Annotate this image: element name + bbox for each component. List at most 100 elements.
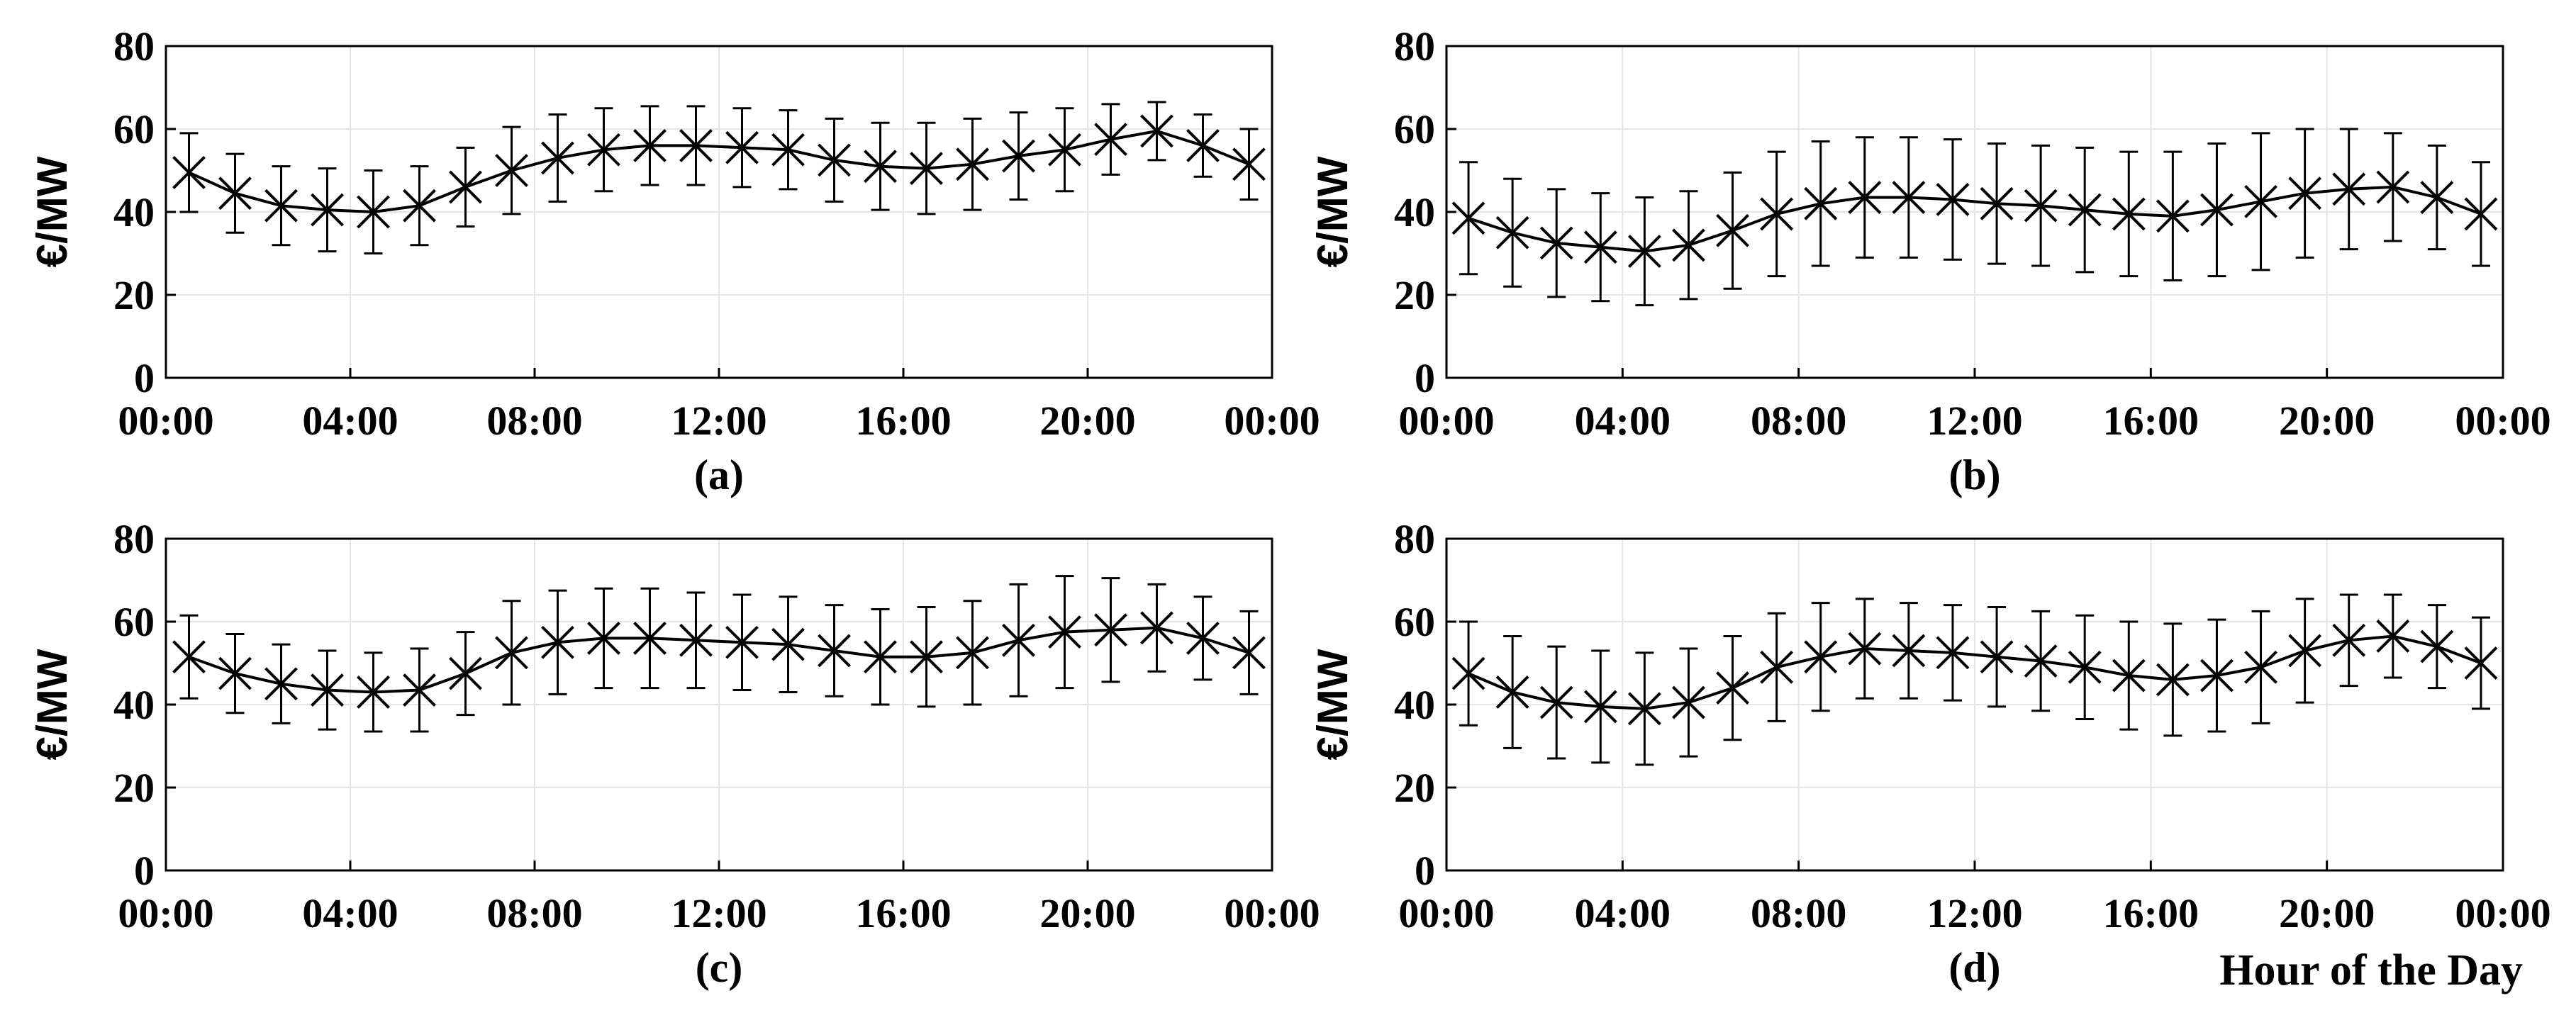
y-tick-label: 40 [113,189,155,235]
marker-stroke [1627,692,1661,726]
x-tick-label: 12:00 [1927,890,2022,936]
marker-stroke [1495,215,1529,250]
data-point-marker [1936,183,1970,216]
data-point-marker [679,623,713,657]
y-tick-label: 0 [134,355,155,401]
marker-stroke [1232,147,1266,181]
data-point-marker [1848,632,1882,666]
series-mean-line [188,129,1250,214]
marker-stroke [218,656,252,690]
marker-stroke [2112,197,2146,231]
y-axis-label: €/MW [1309,156,1356,267]
data-point-marker [1186,128,1220,162]
marker-stroke [2288,634,2322,668]
y-tick-label: 20 [113,765,155,811]
data-point-marker [1716,671,1749,705]
marker-stroke [2244,650,2277,684]
marker-stroke [2200,658,2234,693]
marker-stroke [1002,139,1035,173]
data-point-marker [2332,623,2366,657]
data-point-marker [403,673,436,707]
marker-stroke [1804,640,1838,674]
marker-stroke [2288,176,2322,211]
panel-label: (a) [694,452,744,498]
x-tick-label: 20:00 [1039,398,1135,444]
x-tick-label: 16:00 [855,398,951,444]
chart-panel-3: 0 20 40 60 80 00:00 04:00 08:00 12:00 16:00 20:00 0… [28,516,1320,991]
x-tick-label: 00:00 [118,398,213,444]
data-point-marker [2420,629,2454,663]
data-point-marker [1539,685,1573,719]
data-point-marker [2112,658,2146,693]
marker-stroke [587,621,620,655]
x-tick-label: 00:00 [1398,398,1494,444]
marker-stroke [725,130,759,164]
x-axis-title: Hour of the Day [2219,946,2523,994]
x-tick-label: 16:00 [2103,890,2199,936]
x-tick-label: 00:00 [2455,890,2550,936]
y-tick-label: 80 [113,516,155,562]
marker-stroke [2024,644,2058,678]
data-point-marker [2464,197,2498,231]
data-point-marker [910,152,943,185]
marker-stroke [1672,228,1705,262]
data-point-marker [1980,186,2014,220]
panel-label: (b) [1948,452,2000,498]
marker-stroke [1140,611,1173,645]
data-point-marker [633,621,667,655]
marker-stroke [2068,193,2102,227]
marker-stroke [218,176,252,211]
marker-stroke [1186,621,1220,655]
data-point-marker [2200,658,2234,693]
y-tick-label: 80 [1394,23,1435,69]
x-tick-label: 04:00 [302,890,398,936]
marker-stroke [1094,123,1127,157]
marker-stroke [2376,620,2410,653]
marker-stroke [264,189,298,223]
data-point-marker [403,189,436,223]
data-point-marker [1848,181,1882,214]
y-tick-label: 60 [113,106,155,152]
data-point-marker [264,667,298,701]
marker-stroke [2376,170,2410,204]
marker-stroke [1186,128,1220,162]
marker-stroke [1539,226,1573,260]
y-tick-label: 0 [1415,848,1435,894]
data-point-marker [910,640,943,674]
marker-stroke [1716,213,1749,247]
marker-stroke [2200,193,2234,227]
data-point-marker [2024,189,2058,223]
marker-stroke [2244,184,2277,218]
marker-stroke [311,673,344,707]
x-tick-label: 16:00 [2103,398,2199,444]
x-tick-label: 16:00 [855,890,951,936]
x-tick-label: 00:00 [118,890,213,936]
marker-stroke [357,676,390,709]
data-point-marker [1672,685,1705,719]
data-point-marker [2420,181,2454,214]
series-mean-line [188,626,1250,694]
marker-stroke [2024,189,2058,223]
data-point-marker [1232,147,1266,181]
marker-stroke [771,133,805,167]
data-point-marker [1495,676,1529,709]
data-point-marker [1094,123,1127,157]
series-mean-line [1468,634,2482,710]
marker-stroke [1002,623,1035,657]
data-point-marker [1495,215,1529,250]
marker-stroke [1583,230,1617,264]
marker-stroke [357,195,390,229]
data-point-marker [172,156,206,189]
marker-stroke [864,640,897,674]
marker-stroke [1892,634,1926,668]
chart-panel-2: 0 20 40 60 80 00:00 04:00 08:00 12:00 16:00 20:00 0… [1309,23,2551,498]
marker-stroke [910,152,943,185]
data-point-marker [2068,650,2102,684]
data-point-marker [172,640,206,674]
data-point-marker [956,147,989,181]
marker-stroke [449,656,482,690]
data-point-marker [818,634,851,668]
data-point-marker [1094,613,1127,647]
data-point-marker [864,640,897,674]
data-point-marker [1002,139,1035,173]
